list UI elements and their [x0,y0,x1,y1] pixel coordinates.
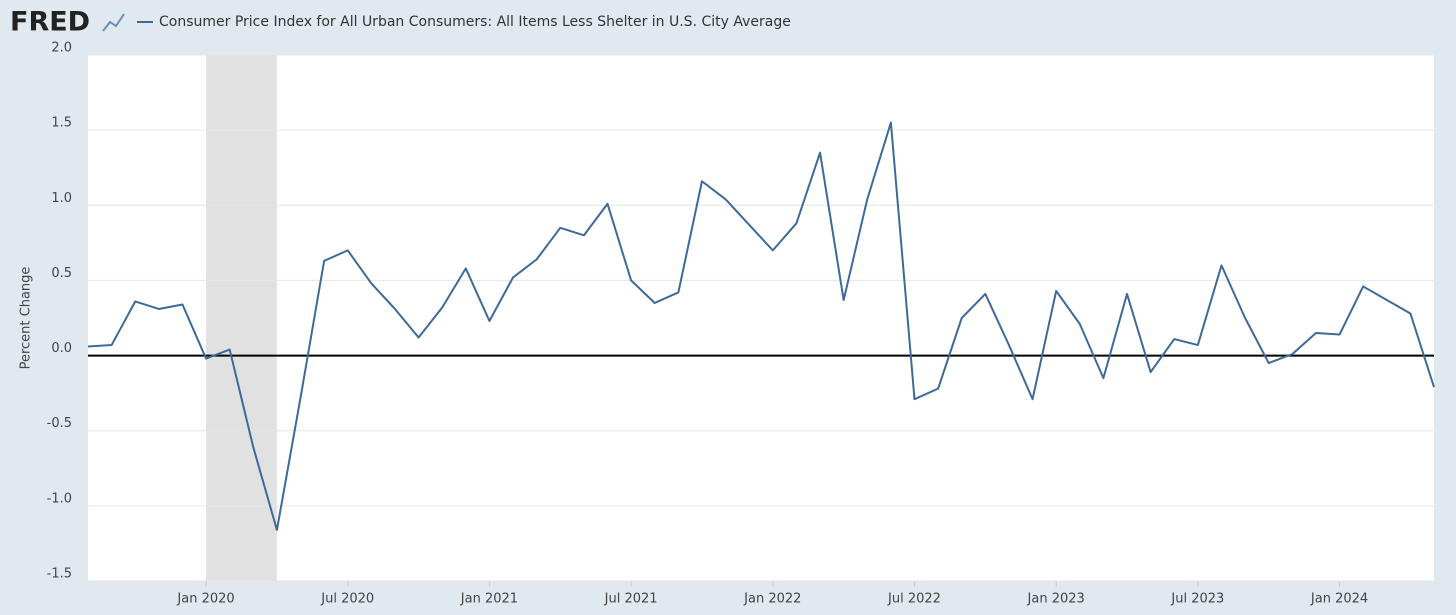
y-axis-label: Percent Change [19,267,34,370]
y-tick-label: 1.5 [51,116,72,131]
y-tick-label: 0.5 [51,266,72,281]
data-line [87,121,1435,531]
y-tick-label: 0.0 [51,341,72,356]
y-tick-label: 2.0 [51,41,72,56]
logo-icon [102,13,125,32]
plot-area [88,55,1434,581]
x-tick-label: Jul 2023 [1170,592,1224,607]
y-tick-label: -0.5 [47,416,72,431]
legend-label: Consumer Price Index for All Urban Consu… [159,14,791,30]
x-tick-label: Jan 2020 [176,592,234,607]
x-tick-label: Jan 2023 [1027,592,1085,607]
x-tick-label: Jan 2021 [460,592,518,607]
y-tick-label: 1.0 [51,191,72,206]
y-tick-label: -1.5 [47,567,72,582]
y-tick-label: -1.0 [47,491,72,506]
x-tick-label: Jul 2021 [604,592,658,607]
brand-logo: FRED [10,7,90,38]
x-tick-label: Jan 2024 [1310,592,1368,607]
x-tick-label: Jul 2020 [320,592,374,607]
x-tick-label: Jul 2022 [887,592,941,607]
x-tick-label: Jan 2022 [743,592,801,607]
recession-band [206,55,277,581]
